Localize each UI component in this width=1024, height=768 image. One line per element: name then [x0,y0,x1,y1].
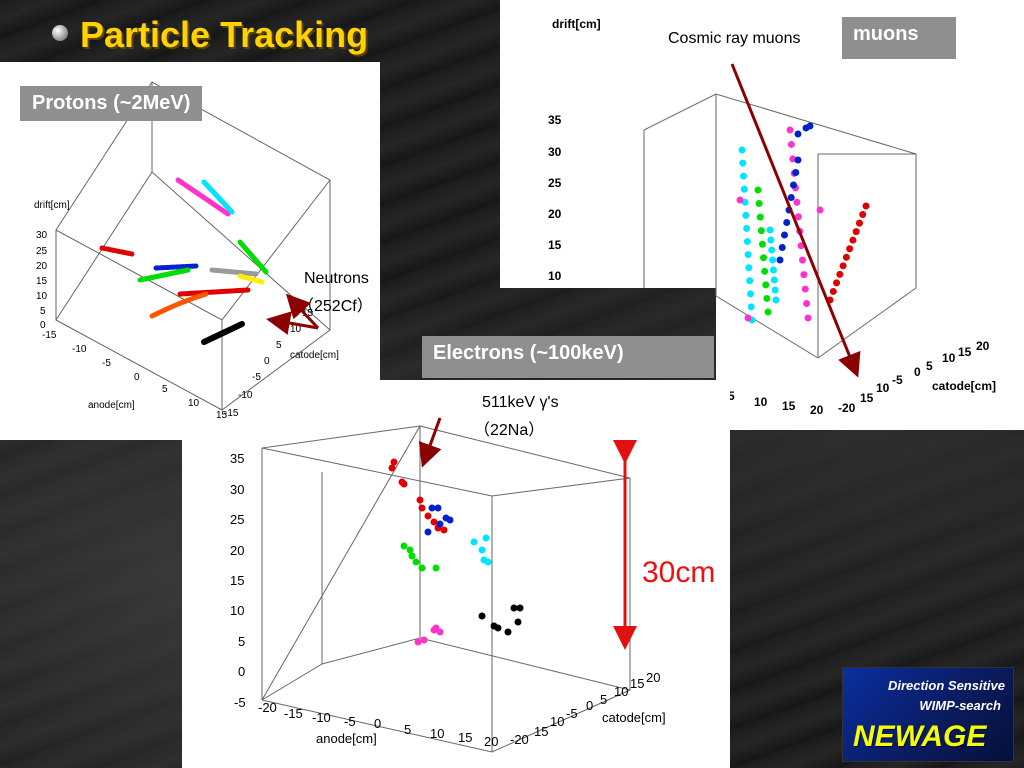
electrons-label: Electrons (~100keV) [422,336,714,378]
proton-y-axis-label: catode[cm] [290,350,339,361]
proton-y-tick: 0 [264,356,270,367]
proton-track [177,287,251,297]
proton-track [201,321,245,345]
proton-y-tick: -5 [252,372,261,383]
size-label: 30cm [642,556,716,589]
proton-x-tick: -10 [72,344,87,355]
neutrons-annotation-line1: Neutrons [304,270,369,287]
proton-y-tick: 10 [290,324,302,335]
proton-track [209,267,259,277]
proton-y-tick: -15 [224,408,239,419]
logo-line-1: Direction Sensitive [887,678,1005,693]
protons-plot-panel: drift[cm] 30 25 20 15 10 5 0 -15 -10 -5 … [0,62,380,440]
proton-x-tick: -15 [42,330,57,341]
proton-z-tick: 20 [36,261,48,272]
proton-x-tick: 5 [162,384,168,395]
proton-z-tick: 0 [40,320,46,331]
bullet-icon [52,25,68,42]
proton-track [137,267,191,283]
proton-z-axis-label: drift[cm] [34,200,70,211]
proton-x-tick: 10 [188,398,200,409]
muons-label: muons [842,17,956,59]
proton-y-tick: -10 [238,390,253,401]
proton-x-axis-label: anode[cm] [88,400,135,411]
proton-z-tick: 25 [36,246,48,257]
protons-plot: drift[cm] 30 25 20 15 10 5 0 -15 -10 -5 … [34,81,339,421]
electrons-plot-panel [182,440,730,768]
proton-z-tick: 15 [36,276,48,287]
protons-label: Protons (~2MeV) [20,86,203,121]
proton-y-tick: 5 [276,340,282,351]
logo-line-2: WIMP-search [919,698,1001,713]
logo-line-3: NEWAGE [853,720,987,753]
proton-track [99,245,135,257]
proton-z-tick: 10 [36,291,48,302]
slide-title: Particle Tracking [52,14,368,56]
neutrons-annotation-line2: （252Cf） [298,298,373,315]
proton-track [237,273,265,285]
cosmic-ray-annotation: Cosmic ray muons [668,30,801,47]
proton-z-tick: 5 [40,306,46,317]
proton-x-tick: 15 [216,410,228,421]
proton-track [149,291,209,319]
proton-x-tick: -5 [102,358,111,369]
proton-track [237,239,269,275]
gamma-annotation-line1: 511keV γ's [482,394,559,411]
muons-plot-panel-lower [716,288,1024,430]
proton-z-tick: 30 [36,230,48,241]
slide-title-text: Particle Tracking [80,14,369,55]
gamma-annotation-line2: （22Na） [474,422,545,439]
proton-track [153,263,199,271]
proton-x-tick: 0 [134,372,140,383]
proton-track [175,177,231,217]
newage-logo: Direction Sensitive WIMP-search NEWAGE [842,667,1014,762]
proton-track [201,179,235,215]
